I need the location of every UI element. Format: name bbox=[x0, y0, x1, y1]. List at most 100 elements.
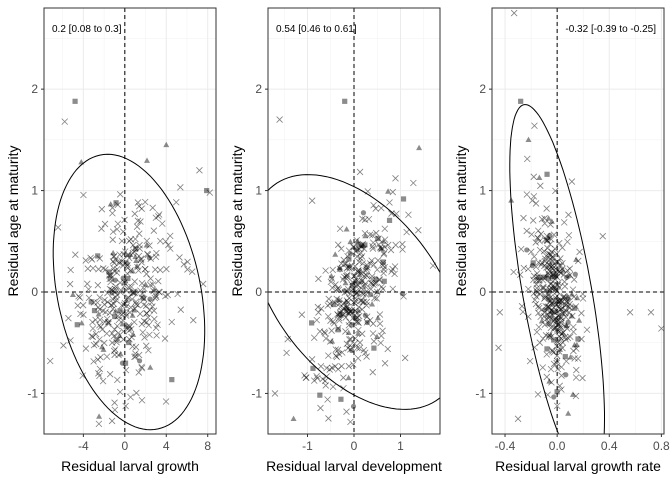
data-point bbox=[532, 239, 540, 246]
data-point bbox=[361, 216, 369, 223]
data-point bbox=[370, 201, 377, 209]
data-point bbox=[120, 309, 127, 317]
data-point bbox=[106, 285, 114, 293]
data-point bbox=[554, 258, 562, 266]
data-point bbox=[103, 353, 111, 360]
data-point bbox=[122, 402, 129, 410]
data-point bbox=[363, 313, 371, 320]
data-point bbox=[578, 335, 585, 343]
data-point bbox=[335, 327, 341, 333]
data-point bbox=[520, 214, 527, 222]
x-tick-label: 0 bbox=[351, 439, 358, 453]
data-point bbox=[570, 293, 578, 301]
data-point bbox=[125, 283, 133, 291]
data-point bbox=[342, 314, 350, 321]
data-point bbox=[579, 374, 586, 382]
data-point bbox=[559, 339, 567, 346]
data-point bbox=[166, 232, 174, 240]
data-point bbox=[343, 297, 351, 304]
data-point bbox=[342, 298, 349, 305]
data-point bbox=[523, 191, 531, 198]
data-point bbox=[129, 290, 137, 297]
data-point bbox=[359, 298, 366, 306]
y-tick-label: 1 bbox=[255, 184, 262, 198]
data-layer bbox=[492, 8, 664, 434]
data-point bbox=[111, 259, 118, 267]
data-point bbox=[525, 285, 532, 293]
data-point bbox=[543, 373, 551, 381]
data-point bbox=[88, 256, 96, 263]
data-point bbox=[104, 298, 111, 306]
data-point bbox=[356, 168, 364, 176]
data-point bbox=[110, 249, 117, 256]
data-point bbox=[313, 316, 321, 324]
data-point bbox=[560, 267, 567, 273]
data-point bbox=[112, 283, 119, 290]
data-point bbox=[562, 354, 568, 360]
data-point bbox=[313, 373, 320, 380]
data-point bbox=[583, 326, 591, 334]
data-point bbox=[527, 248, 535, 256]
data-point bbox=[90, 358, 97, 365]
data-point bbox=[74, 322, 80, 328]
data-point bbox=[89, 325, 97, 332]
data-point bbox=[145, 346, 152, 354]
data-point bbox=[134, 217, 142, 225]
data-point bbox=[108, 417, 116, 425]
data-point bbox=[333, 295, 341, 303]
data-point bbox=[99, 343, 106, 350]
data-point bbox=[335, 296, 342, 303]
data-point bbox=[135, 369, 143, 376]
data-point bbox=[539, 284, 547, 291]
data-point bbox=[530, 272, 538, 280]
data-point bbox=[377, 204, 385, 212]
data-point bbox=[384, 241, 392, 249]
data-point bbox=[82, 345, 90, 352]
data-point bbox=[337, 311, 343, 317]
data-point bbox=[351, 262, 359, 270]
data-point bbox=[113, 336, 120, 344]
data-point bbox=[129, 288, 137, 296]
data-point bbox=[111, 399, 118, 406]
data-point bbox=[333, 353, 341, 361]
data-point bbox=[141, 198, 149, 206]
data-point bbox=[626, 309, 634, 316]
data-point bbox=[343, 408, 350, 415]
data-point bbox=[96, 336, 103, 343]
data-point bbox=[518, 98, 524, 104]
data-point bbox=[104, 437, 110, 443]
data-point bbox=[89, 264, 97, 272]
data-point bbox=[346, 256, 352, 262]
data-point bbox=[360, 210, 367, 216]
data-point bbox=[523, 155, 531, 163]
data-point bbox=[574, 257, 582, 265]
data-point bbox=[336, 225, 344, 233]
data-point bbox=[369, 330, 377, 337]
data-point bbox=[551, 274, 557, 280]
y-axis-title: Residual age at maturity bbox=[5, 146, 21, 297]
data-point bbox=[567, 354, 574, 360]
data-point bbox=[535, 323, 543, 331]
data-point bbox=[536, 339, 544, 346]
data-point bbox=[147, 296, 153, 302]
data-point bbox=[547, 250, 554, 258]
data-point bbox=[356, 242, 362, 248]
data-point bbox=[541, 274, 547, 280]
data-point bbox=[545, 304, 553, 312]
data-point bbox=[303, 374, 310, 381]
data-point bbox=[369, 301, 376, 307]
data-point bbox=[329, 338, 336, 344]
data-point bbox=[128, 283, 135, 291]
data-point bbox=[133, 389, 140, 397]
data-point bbox=[389, 285, 397, 293]
data-point bbox=[373, 295, 380, 302]
data-point bbox=[545, 261, 553, 268]
data-point bbox=[158, 220, 166, 227]
y-axis-title: Residual age at maturity bbox=[453, 146, 469, 297]
x-tick-label: 0.8 bbox=[653, 439, 670, 453]
data-point bbox=[376, 311, 384, 318]
data-point bbox=[334, 241, 342, 249]
data-point bbox=[163, 265, 170, 273]
data-point bbox=[90, 299, 98, 306]
data-point bbox=[346, 336, 353, 343]
